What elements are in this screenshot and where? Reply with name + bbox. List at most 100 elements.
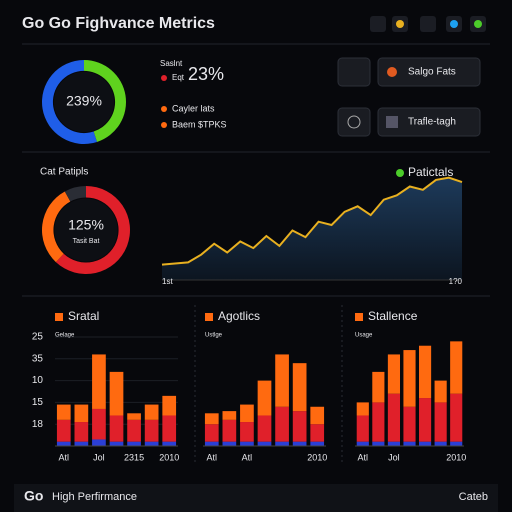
icon[interactable] — [370, 16, 386, 32]
bar-segment — [257, 441, 272, 446]
x-tick-label: Atl — [207, 452, 218, 462]
button[interactable] — [377, 107, 481, 137]
y-tick-label: 10 — [32, 375, 44, 386]
button-icon — [386, 116, 398, 128]
bar-segment — [275, 354, 289, 407]
bar-segment — [257, 415, 272, 442]
button[interactable] — [377, 57, 481, 87]
donut-center: 125% — [68, 217, 104, 233]
bar-segment — [310, 406, 325, 425]
bar-segment — [275, 406, 289, 442]
bar-segment — [372, 371, 385, 403]
legend-label: Cayler lats — [172, 103, 215, 113]
title-marker — [355, 313, 363, 321]
legend-label: Baem $TPKS — [172, 119, 227, 129]
donut-center: 239% — [66, 93, 102, 109]
legend-dot — [161, 122, 167, 128]
chart-title: Patictals — [408, 165, 453, 179]
donut-slice — [55, 186, 131, 274]
bar-segment — [162, 395, 177, 416]
bar-segment — [257, 380, 272, 416]
bar-segment — [240, 404, 254, 423]
bar-segment — [356, 441, 369, 446]
x-tick-label: Atl — [59, 452, 70, 462]
bar-segment — [450, 393, 463, 442]
icon[interactable] — [420, 16, 436, 32]
title-marker — [205, 313, 213, 321]
icon-glyph — [474, 20, 482, 28]
bar-segment — [372, 402, 385, 442]
bar-segment — [450, 341, 463, 394]
bar-segment — [204, 441, 219, 446]
bar-segment — [310, 441, 325, 446]
bar-segment — [387, 354, 401, 394]
social-icons — [370, 16, 486, 32]
y-tick-label: 15 — [32, 397, 44, 408]
area — [162, 177, 462, 280]
donut-slice — [64, 186, 86, 202]
bar-segment — [56, 441, 71, 446]
donut-hole — [54, 198, 118, 262]
bar-segment — [109, 371, 124, 416]
x-tick-label: Jol — [388, 452, 400, 462]
y-tick-label: 18 — [32, 419, 44, 430]
donut-slice — [84, 60, 126, 142]
bar-segment — [144, 441, 159, 446]
bar-segment — [292, 363, 307, 412]
footer-logo: Go — [24, 488, 43, 504]
x-tick-label: Jol — [93, 452, 105, 462]
bar-segment — [403, 441, 416, 446]
donut-hole — [53, 71, 115, 133]
chart-title: Stallence — [368, 309, 418, 323]
bar-segment — [434, 441, 447, 446]
bar-segment — [434, 380, 447, 403]
bar-segment — [92, 354, 106, 409]
x-tick-label: 2010 — [159, 452, 179, 462]
chart-title: Cat Patipls — [40, 167, 88, 178]
button-label: Trafle-tagh — [408, 117, 456, 128]
bar-segment — [372, 441, 385, 446]
x-tick-label: Atl — [242, 452, 253, 462]
bar-segment — [56, 404, 71, 420]
bar-segment — [310, 424, 325, 442]
bar-segment — [204, 413, 219, 425]
x-tick-label: 1st — [162, 277, 173, 286]
x-tick-label: 2010 — [446, 452, 466, 462]
button-icon — [387, 67, 397, 77]
summary-label: Eqt — [172, 73, 185, 82]
bar-segment — [92, 439, 106, 446]
bar-segment — [127, 419, 141, 442]
title-marker — [396, 169, 404, 177]
chart-subtitle: Gelage — [55, 333, 75, 339]
icon-glyph — [396, 20, 404, 28]
bar-segment — [204, 424, 219, 442]
legend-dot — [161, 75, 167, 81]
bar-segment — [450, 441, 463, 446]
icon-button[interactable] — [337, 107, 371, 137]
bar-segment — [403, 350, 416, 407]
bar-segment — [127, 413, 141, 420]
icon-button[interactable] — [337, 57, 371, 87]
button-icon — [347, 115, 361, 129]
bar-segment — [387, 441, 401, 446]
bar-segment — [418, 441, 432, 446]
bar-segment — [92, 408, 106, 440]
line — [161, 176, 463, 266]
footer-text: High Perfirmance — [52, 491, 137, 503]
bar-segment — [144, 419, 159, 442]
bar-segment — [292, 411, 307, 442]
bar-segment — [434, 402, 447, 442]
buttons: Salgo Fats Trafle-tagh — [337, 57, 481, 137]
donut-slice — [41, 60, 97, 144]
chart-title: Sratal — [68, 309, 99, 323]
bar-segment — [240, 441, 254, 446]
bar-segment — [356, 415, 369, 442]
summary: Saslnt Eqt 23% Cayler lats Baem $TPKS — [160, 59, 227, 129]
chart-subtitle: Usage — [355, 333, 373, 339]
icon-glyph — [450, 20, 458, 28]
bar-segment — [74, 404, 89, 423]
bar-segment — [403, 406, 416, 442]
title-marker — [55, 313, 63, 321]
